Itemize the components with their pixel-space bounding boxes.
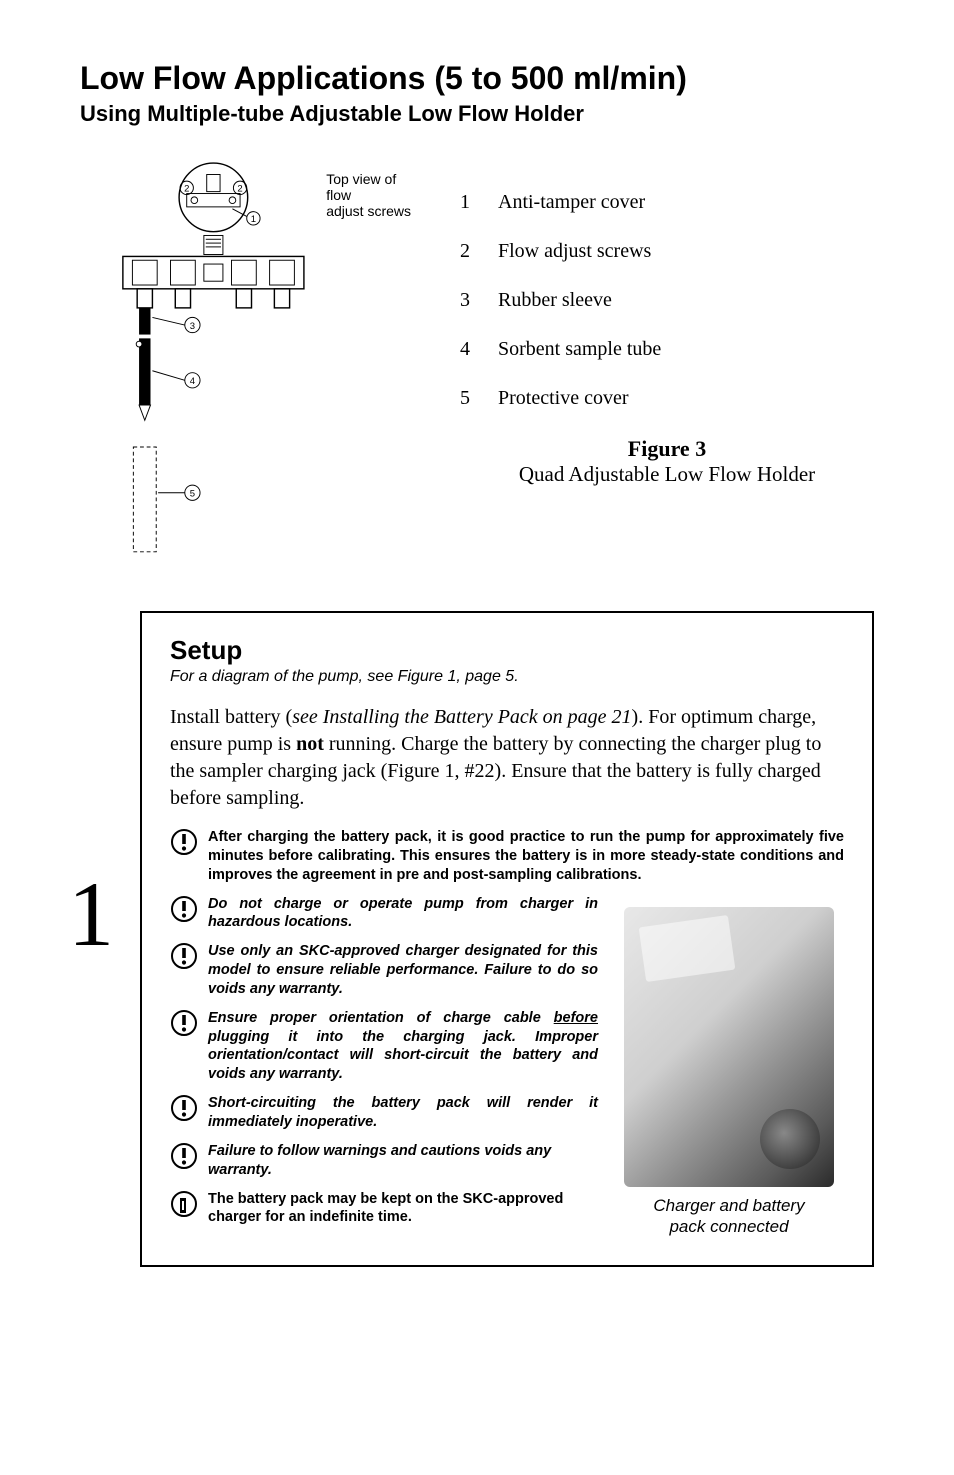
legend-label: Anti-tamper cover [498, 191, 645, 214]
callout-4: 4 [190, 376, 196, 387]
legend-num: 5 [460, 387, 478, 410]
legend-num: 2 [460, 240, 478, 263]
callout-5: 5 [190, 489, 195, 500]
legend-row: 4 Sorbent sample tube [460, 338, 874, 361]
caution-icon [170, 828, 198, 856]
setup-box: 1 Setup For a diagram of the pump, see F… [140, 611, 874, 1267]
note-row: The battery pack may be kept on the SKC-… [170, 1190, 598, 1228]
note-text: Do not charge or operate pump from charg… [208, 895, 598, 933]
notes-left-column: Do not charge or operate pump from charg… [170, 895, 598, 1238]
top-view-note-l1: Top view of flow [326, 171, 420, 203]
note-row: Do not charge or operate pump from charg… [170, 895, 598, 933]
step-number: 1 [68, 868, 114, 960]
figure-block: 2 2 1 [80, 151, 874, 581]
setup-subheading: For a diagram of the pump, see Figure 1,… [170, 668, 844, 686]
caution-icon [170, 1009, 198, 1037]
flow-holder-diagram: 2 2 1 [80, 151, 318, 581]
n4-pre: Ensure proper orientation of charge cabl… [208, 1010, 554, 1026]
setup-heading: Setup [170, 635, 844, 666]
notes-two-column: Do not charge or operate pump from charg… [170, 895, 844, 1238]
legend-label: Rubber sleeve [498, 289, 612, 312]
figure-title: Figure 3 [460, 436, 874, 462]
legend-label: Protective cover [498, 387, 629, 410]
figure-diagram-container: 2 2 1 [80, 151, 420, 581]
top-view-note-l2: adjust screws [326, 203, 420, 219]
caution-icon [170, 1094, 198, 1122]
caution-icon [170, 895, 198, 923]
legend-row: 2 Flow adjust screws [460, 240, 874, 263]
note-text: After charging the battery pack, it is g… [208, 828, 844, 885]
body-em1: see Installing the Battery Pack on page … [292, 706, 631, 728]
body-pre: Install battery ( [170, 706, 292, 728]
note-row: Use only an SKC-approved charger designa… [170, 942, 598, 999]
note-text: Short-circuiting the battery pack will r… [208, 1094, 598, 1132]
charger-battery-image [624, 907, 834, 1187]
figure-caption: Quad Adjustable Low Flow Holder [460, 462, 874, 487]
page-title-line1: Low Flow Applications (5 to 500 ml/min) [80, 60, 874, 97]
note-text: Ensure proper orientation of charge cabl… [208, 1009, 598, 1084]
note-text: Failure to follow warnings and cautions … [208, 1142, 598, 1180]
callout-3: 3 [190, 321, 195, 332]
note-row: After charging the battery pack, it is g… [170, 828, 844, 885]
note-icon [170, 1190, 198, 1218]
legend-num: 3 [460, 289, 478, 312]
legend-row: 5 Protective cover [460, 387, 874, 410]
callout-2a: 2 [184, 184, 189, 195]
legend-label: Sorbent sample tube [498, 338, 661, 361]
legend-row: 1 Anti-tamper cover [460, 191, 874, 214]
note-text: Use only an SKC-approved charger designa… [208, 942, 598, 999]
note-text: The battery pack may be kept on the SKC-… [208, 1190, 598, 1228]
legend-row: 3 Rubber sleeve [460, 289, 874, 312]
legend-num: 1 [460, 191, 478, 214]
callout-2b: 2 [237, 184, 242, 195]
note-row: Short-circuiting the battery pack will r… [170, 1094, 598, 1132]
setup-body: Install battery (see Installing the Batt… [170, 704, 844, 812]
figure-legend: 1 Anti-tamper cover 2 Flow adjust screws… [460, 151, 874, 487]
legend-num: 4 [460, 338, 478, 361]
n4-post: plugging it into the charging jack. Impr… [208, 1029, 598, 1083]
caution-icon [170, 1142, 198, 1170]
charger-caption-l1: Charger and battery [653, 1195, 804, 1216]
charger-caption-l2: pack connected [669, 1216, 788, 1237]
caution-icon [170, 942, 198, 970]
note-row: Failure to follow warnings and cautions … [170, 1142, 598, 1180]
callout-1: 1 [251, 214, 256, 225]
notes-right-column: Charger and battery pack connected [614, 895, 844, 1238]
note-row: Ensure proper orientation of charge cabl… [170, 1009, 598, 1084]
legend-label: Flow adjust screws [498, 240, 651, 263]
n4-u: before [554, 1010, 598, 1026]
body-bold: not [296, 733, 324, 755]
page-title-line2: Using Multiple-tube Adjustable Low Flow … [80, 101, 874, 127]
